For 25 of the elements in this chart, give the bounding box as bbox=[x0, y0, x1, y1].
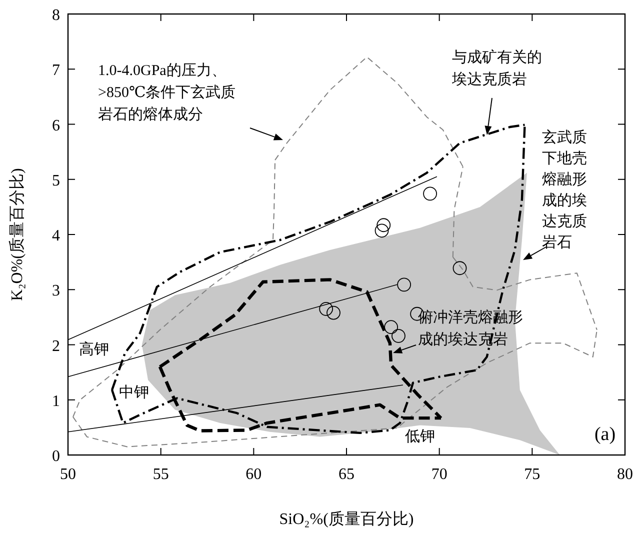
annotation: 1.0-4.0GPa的压力、>850℃条件下玄武质岩石的熔体成分 bbox=[98, 62, 236, 123]
x-tick-label: 55 bbox=[152, 466, 169, 483]
x-tick-label: 65 bbox=[338, 466, 354, 483]
y-tick-label: 8 bbox=[52, 7, 60, 24]
y-tick-label: 0 bbox=[52, 448, 60, 465]
y-axis-title: K₂O%(质量百分比) bbox=[8, 168, 26, 301]
annotation: 低钾 bbox=[405, 429, 435, 445]
annotation: 高钾 bbox=[79, 341, 109, 358]
y-tick-label: 3 bbox=[52, 282, 60, 300]
x-tick-label: 70 bbox=[431, 466, 448, 483]
y-tick-label: 1 bbox=[52, 392, 60, 410]
y-tick-label: 2 bbox=[52, 338, 60, 355]
x-axis-title: SiO₂%(质量百分比) bbox=[279, 510, 414, 528]
x-tick-label: 80 bbox=[617, 466, 633, 483]
annotation: 玄武质下地壳熔融形成的埃达克质岩石 bbox=[542, 129, 587, 251]
x-tick-label: 60 bbox=[246, 466, 262, 483]
annotation: 与成矿有关的埃达克质岩 bbox=[451, 49, 542, 88]
y-tick-label: 7 bbox=[52, 62, 60, 80]
y-tick-label: 4 bbox=[52, 228, 60, 244]
annotation: (a) bbox=[594, 424, 616, 445]
y-tick-label: 6 bbox=[52, 117, 60, 134]
annotation: 中钾 bbox=[119, 384, 149, 401]
x-tick-label: 50 bbox=[60, 466, 76, 483]
y-tick-label: 5 bbox=[52, 172, 60, 190]
x-tick-label: 75 bbox=[524, 466, 540, 483]
